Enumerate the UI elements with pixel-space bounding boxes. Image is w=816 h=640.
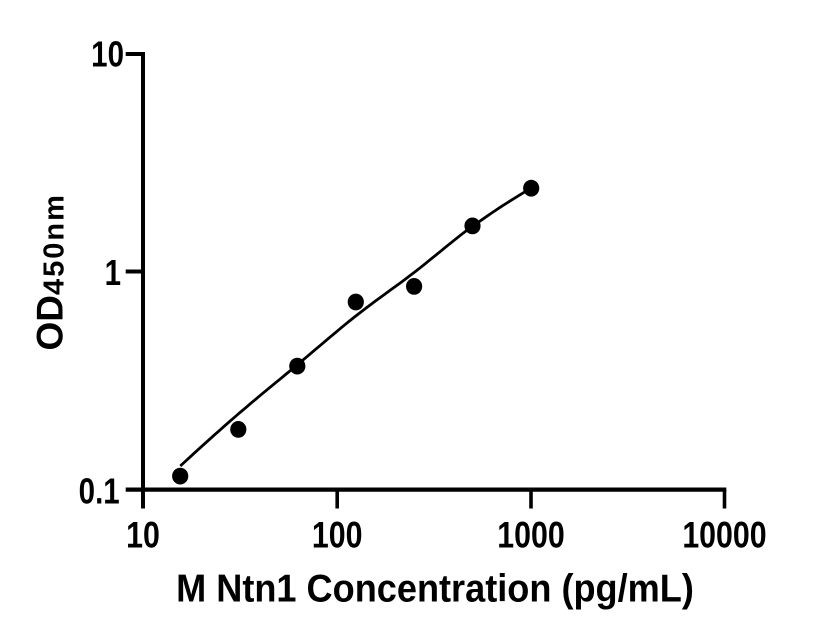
svg-text:10000: 10000	[682, 514, 766, 556]
svg-text:10: 10	[126, 514, 160, 556]
svg-text:1: 1	[105, 252, 121, 292]
svg-text:M Ntn1 Concentration (pg/mL): M Ntn1 Concentration (pg/mL)	[176, 566, 694, 610]
svg-text:0.1: 0.1	[79, 470, 120, 510]
svg-text:10: 10	[91, 34, 124, 74]
svg-text:100: 100	[312, 514, 363, 556]
svg-text:1000: 1000	[497, 514, 564, 556]
